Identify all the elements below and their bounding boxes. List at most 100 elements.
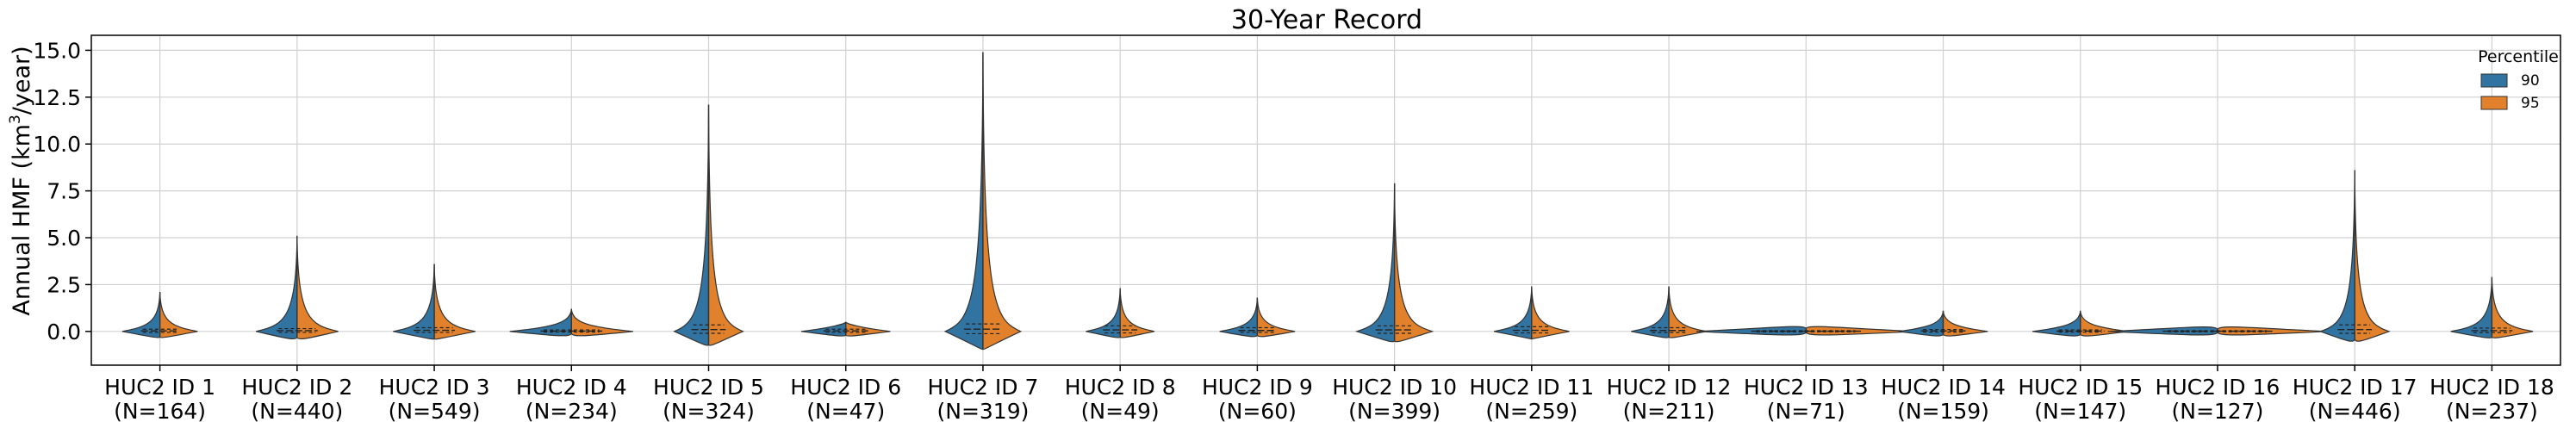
violin-group	[255, 235, 339, 340]
x-tick-count: (N=211)	[1623, 399, 1715, 422]
chart-title: 30-Year Record	[1231, 5, 1422, 35]
violin-group	[1898, 310, 1988, 337]
x-tick-label: HUC2 ID 7	[927, 375, 1038, 400]
violin-half-90	[2107, 326, 2218, 336]
x-tick-count: (N=446)	[2309, 399, 2401, 422]
legend-swatch-90	[2480, 73, 2508, 88]
x-tick-label: HUC2 ID 18	[2430, 375, 2554, 400]
y-axis-label: Annual HMF (km3/year)	[7, 46, 35, 315]
y-axis-label-sup: 3	[7, 115, 24, 124]
x-tick-label: HUC2 ID 15	[2018, 375, 2143, 400]
x-tick-layer: HUC2 ID 1(N=164) HUC2 ID 2(N=440) HUC2 ID …	[104, 365, 2554, 422]
x-tick-label: HUC2 ID 10	[1332, 375, 1457, 400]
x-tick-count: (N=399)	[1348, 399, 1440, 422]
legend-label-95: 95	[2521, 95, 2540, 112]
x-tick-label: HUC2 ID 11	[1469, 375, 1594, 400]
x-tick-count: (N=259)	[1485, 399, 1577, 422]
violin-half-90	[673, 104, 710, 346]
violin-group	[2032, 310, 2129, 337]
violin-group	[1219, 297, 1296, 338]
y-tick-label: 5.0	[47, 226, 81, 251]
plot-frame	[90, 34, 2561, 366]
violin-half-90	[2450, 276, 2492, 338]
violin-half-95	[707, 104, 744, 346]
x-tick-count: (N=319)	[937, 399, 1030, 422]
x-tick-label: HUC2 ID 16	[2156, 375, 2280, 400]
x-tick-count: (N=147)	[2034, 399, 2126, 422]
violin-group	[943, 52, 1023, 351]
violin-half-95	[982, 52, 1023, 351]
y-tick-label: 2.5	[47, 272, 81, 297]
x-tick-count: (N=71)	[1767, 399, 1845, 422]
x-tick-count: (N=237)	[2446, 399, 2538, 422]
x-tick-count: (N=164)	[114, 399, 206, 422]
violin-half-95	[1394, 183, 1434, 343]
violin-half-95	[1256, 297, 1296, 338]
violin-half-95	[296, 235, 339, 340]
x-tick-count: (N=159)	[1897, 399, 1989, 422]
legend-swatch-95	[2480, 96, 2508, 110]
x-tick-count: (N=49)	[1081, 399, 1160, 422]
violin-half-90	[2032, 310, 2081, 337]
violin-half-90	[1219, 297, 1258, 338]
violin-group	[2450, 276, 2534, 338]
violin-half-90	[121, 292, 161, 338]
x-tick-label: HUC2 ID 13	[1744, 375, 1869, 400]
y-axis-label-end: /year)	[9, 46, 35, 115]
x-tick-count: (N=127)	[2172, 399, 2264, 422]
x-tick-label: HUC2 ID 8	[1065, 375, 1176, 400]
x-tick-label: HUC2 ID 9	[1202, 375, 1313, 400]
violin-half-95	[1531, 286, 1570, 340]
y-tick-label: 15.0	[33, 38, 81, 63]
violin-half-90	[1086, 288, 1121, 338]
y-axis-label-main: Annual HMF (km	[9, 124, 35, 316]
violin-half-95	[433, 264, 476, 340]
violin-group	[2318, 170, 2391, 342]
x-tick-label: HUC2 ID 12	[1607, 375, 1732, 400]
x-tick-label: HUC2 ID 2	[241, 375, 352, 400]
x-tick-count: (N=47)	[806, 399, 885, 422]
x-tick-label: HUC2 ID 3	[379, 375, 490, 400]
violin-half-90	[1354, 183, 1396, 343]
violin-half-90	[1493, 286, 1533, 340]
violin-half-90	[2318, 170, 2355, 342]
x-tick-label: HUC2 ID 6	[790, 375, 901, 400]
x-tick-label: HUC2 ID 1	[104, 375, 215, 400]
legend: Percentile 90 95	[2478, 47, 2559, 112]
x-tick-count: (N=440)	[251, 399, 343, 422]
violin-half-90	[509, 308, 572, 337]
x-tick-label: HUC2 ID 17	[2293, 375, 2417, 400]
violin-layer	[121, 52, 2534, 351]
x-tick-count: (N=324)	[663, 399, 755, 422]
grid-layer	[91, 35, 2560, 365]
x-tick-label: HUC2 ID 5	[653, 375, 764, 400]
violin-group	[393, 264, 476, 340]
violin-half-95	[159, 292, 198, 338]
violin-half-95	[2491, 276, 2534, 338]
violin-half-90	[393, 264, 435, 340]
violin-half-90	[943, 52, 984, 351]
y-tick-label: 7.5	[47, 179, 81, 204]
x-tick-count: (N=60)	[1218, 399, 1297, 422]
violin-group	[1493, 286, 1570, 340]
violin-half-95	[570, 308, 633, 337]
violin-group	[673, 104, 744, 346]
y-tick-label: 0.0	[47, 320, 81, 344]
x-tick-count: (N=234)	[526, 399, 618, 422]
x-tick-label: HUC2 ID 14	[1881, 375, 2006, 400]
legend-title: Percentile	[2478, 47, 2559, 66]
legend-label-90: 90	[2521, 72, 2540, 90]
violin-group	[800, 321, 891, 337]
violin-half-90	[1631, 286, 1670, 338]
violin-group	[1086, 288, 1155, 338]
violin-group	[1631, 286, 1707, 338]
violin-group	[121, 292, 198, 338]
y-tick-layer: 0.0 2.5 5.0 7.5 10.0 12.5 15.0	[33, 38, 91, 344]
x-tick-label: HUC2 ID 4	[516, 375, 627, 400]
y-tick-label: 12.5	[33, 85, 81, 110]
violin-group	[509, 308, 633, 337]
violin-half-95	[1119, 288, 1155, 338]
violin-half-95	[2354, 170, 2391, 342]
x-tick-count: (N=549)	[389, 399, 481, 422]
